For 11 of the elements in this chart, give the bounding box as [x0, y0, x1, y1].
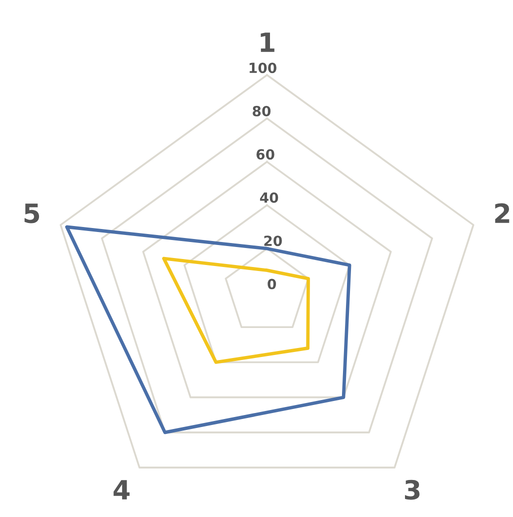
spoke-label: 5: [24, 204, 40, 224]
y-tick-label: 80: [252, 106, 271, 116]
spoke-label: 2: [495, 203, 510, 223]
y-tick-label: 100: [250, 62, 276, 74]
y-tick-label: 20: [264, 236, 282, 246]
y-tick-label: 0: [268, 278, 276, 290]
spoke-label: 1: [260, 32, 274, 52]
spoke-label: 3: [404, 480, 420, 500]
y-tick-label: 60: [256, 149, 274, 160]
spoke-label: 4: [114, 480, 130, 500]
y-tick-label: 40: [260, 192, 278, 203]
